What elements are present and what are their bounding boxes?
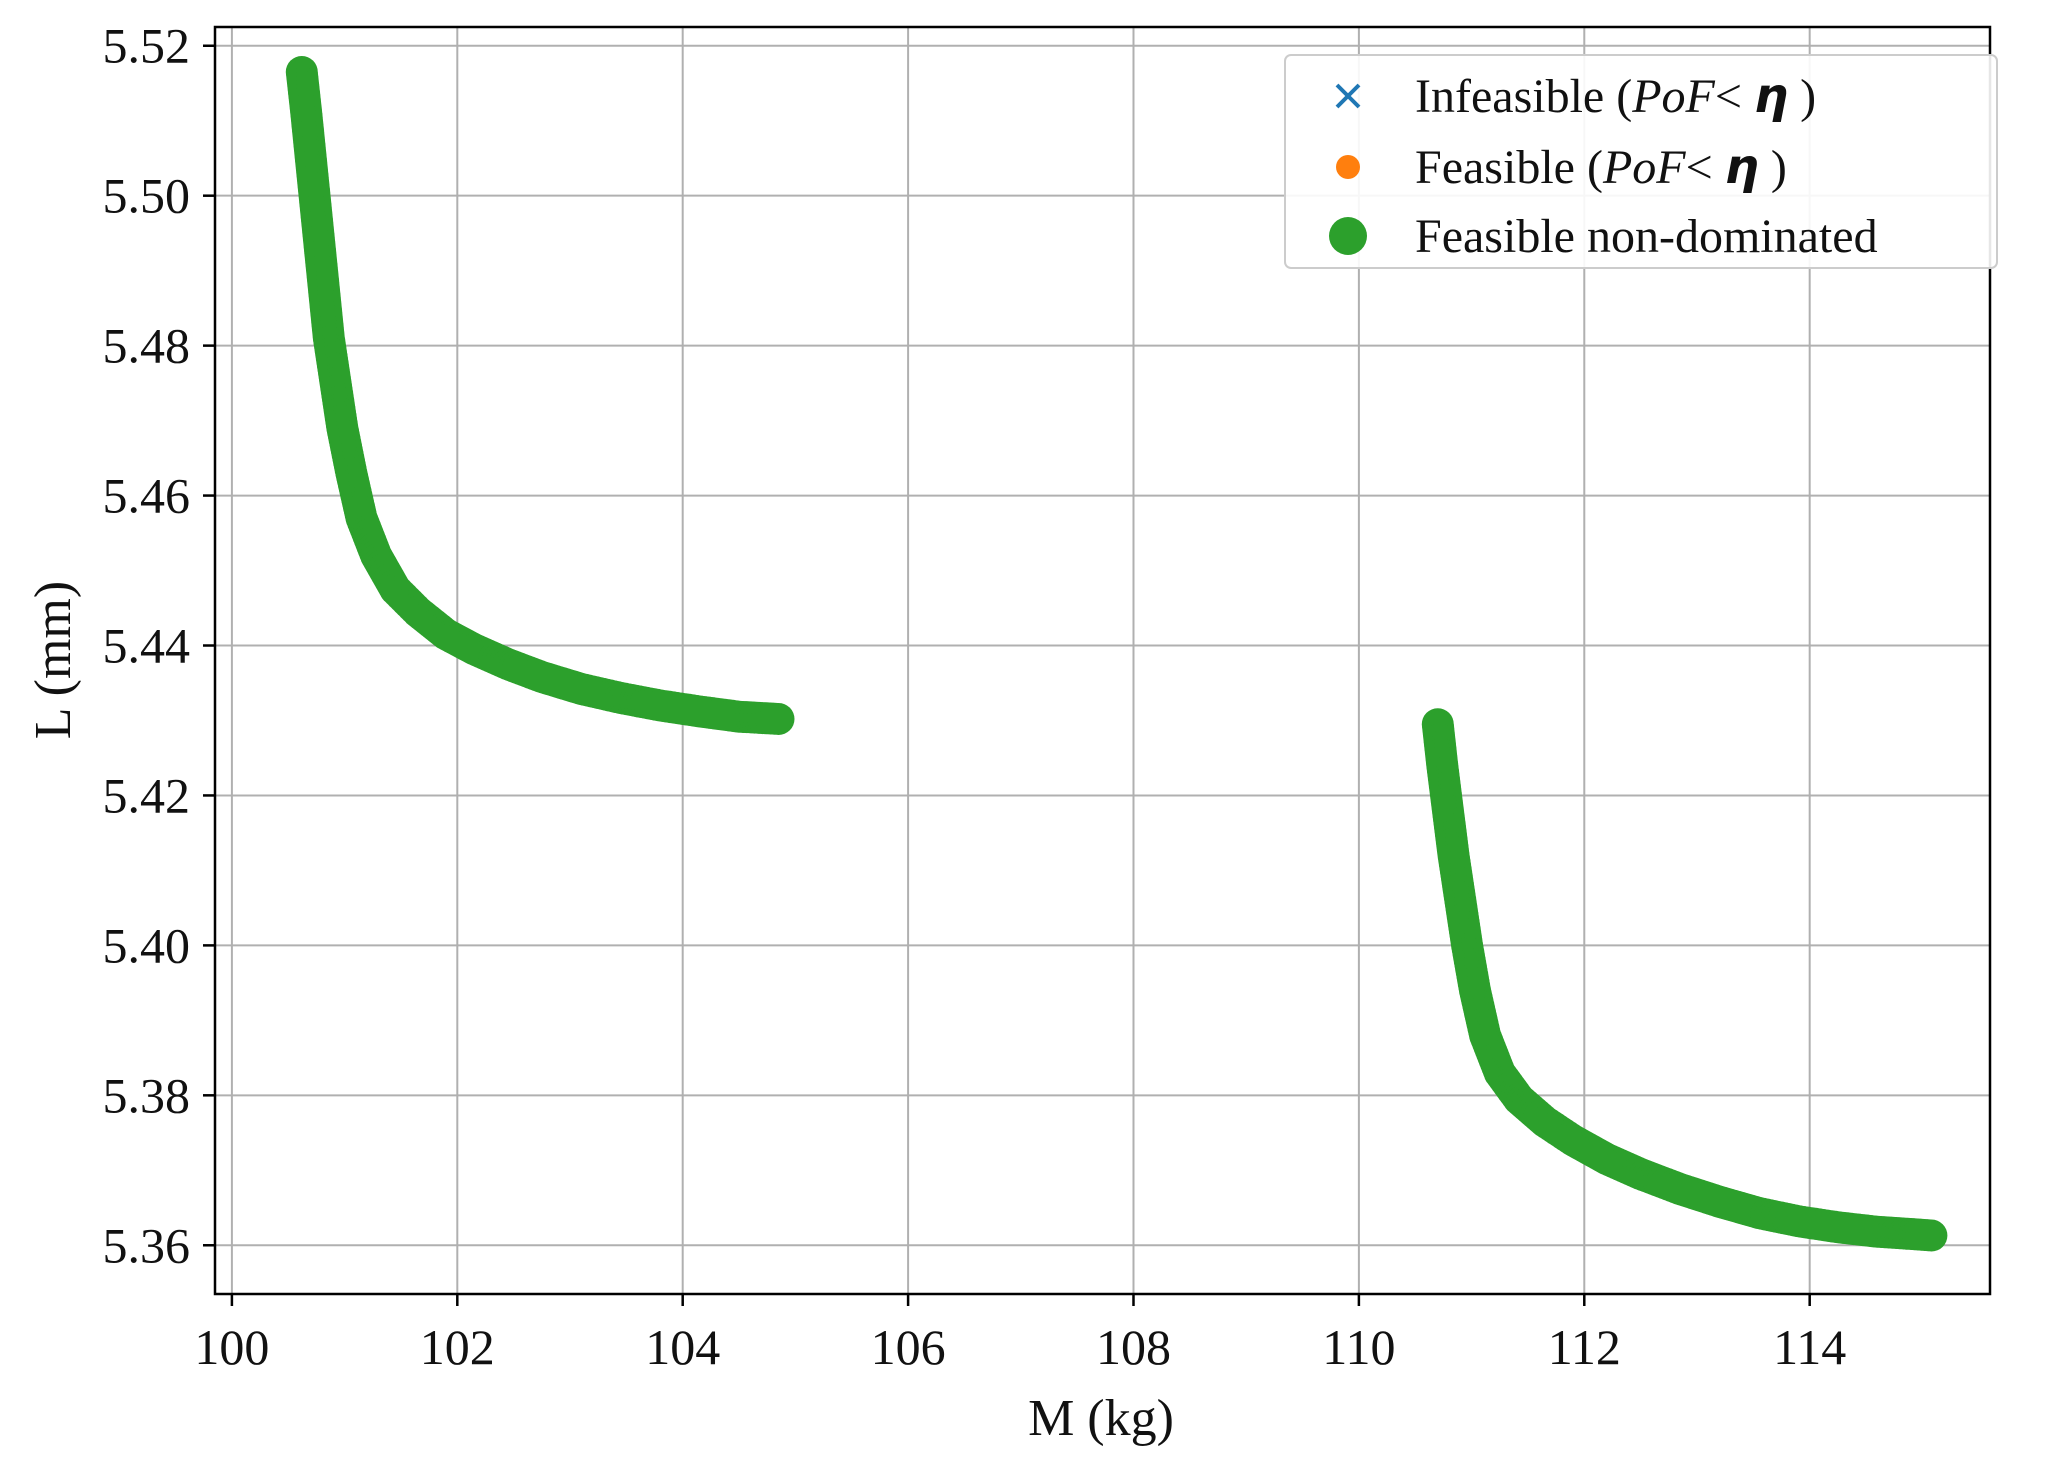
- y-axis-label: L (mm): [25, 581, 82, 739]
- legend-marker-dot: [1329, 217, 1367, 255]
- x-axis-ticks: 100 102 104 106 108 110 112 114: [194, 1294, 1846, 1375]
- plot-frame: [213, 25, 1992, 1296]
- legend-label: Feasible non-dominated: [1415, 210, 1878, 263]
- y-tick-label: 5.44: [103, 618, 191, 674]
- x-tick-label: 114: [1773, 1319, 1846, 1375]
- y-tick-label: 5.46: [103, 468, 191, 524]
- y-tick-label: 5.50: [103, 168, 191, 224]
- y-tick-label: 5.40: [103, 917, 191, 973]
- legend-box: [1284, 54, 1998, 269]
- x-tick-label: 108: [1096, 1319, 1171, 1375]
- y-tick-label: 5.36: [103, 1217, 191, 1273]
- x-axis-label: M (kg): [1028, 1390, 1174, 1447]
- x-tick-label: 104: [645, 1319, 720, 1375]
- legend: Infeasible (PoF< η ) Feasible (PoF< η ) Fe…: [1284, 54, 1998, 269]
- y-tick-label: 5.38: [103, 1067, 191, 1123]
- x-tick-label: 110: [1322, 1319, 1395, 1375]
- y-tick-label: 5.52: [103, 18, 191, 74]
- legend-marker-dot: [1336, 155, 1360, 179]
- data-point: [762, 702, 795, 735]
- x-tick-label: 106: [871, 1319, 946, 1375]
- legend-label: Infeasible (PoF< η ): [1415, 68, 1816, 124]
- data-points: [285, 55, 1948, 1252]
- legend-label: Feasible (PoF< η ): [1415, 139, 1787, 195]
- legend-marker-x: [1335, 83, 1361, 109]
- x-tick-label: 112: [1548, 1319, 1621, 1375]
- x-tick-label: 100: [194, 1319, 269, 1375]
- y-tick-label: 5.48: [103, 318, 191, 374]
- data-point: [1915, 1219, 1948, 1252]
- x-tick-label: 102: [420, 1319, 495, 1375]
- y-tick-label: 5.42: [103, 767, 191, 823]
- y-axis-ticks: 5.36 5.38 5.40 5.42 5.44 5.46 5.48 5.50 5.52: [103, 18, 215, 1273]
